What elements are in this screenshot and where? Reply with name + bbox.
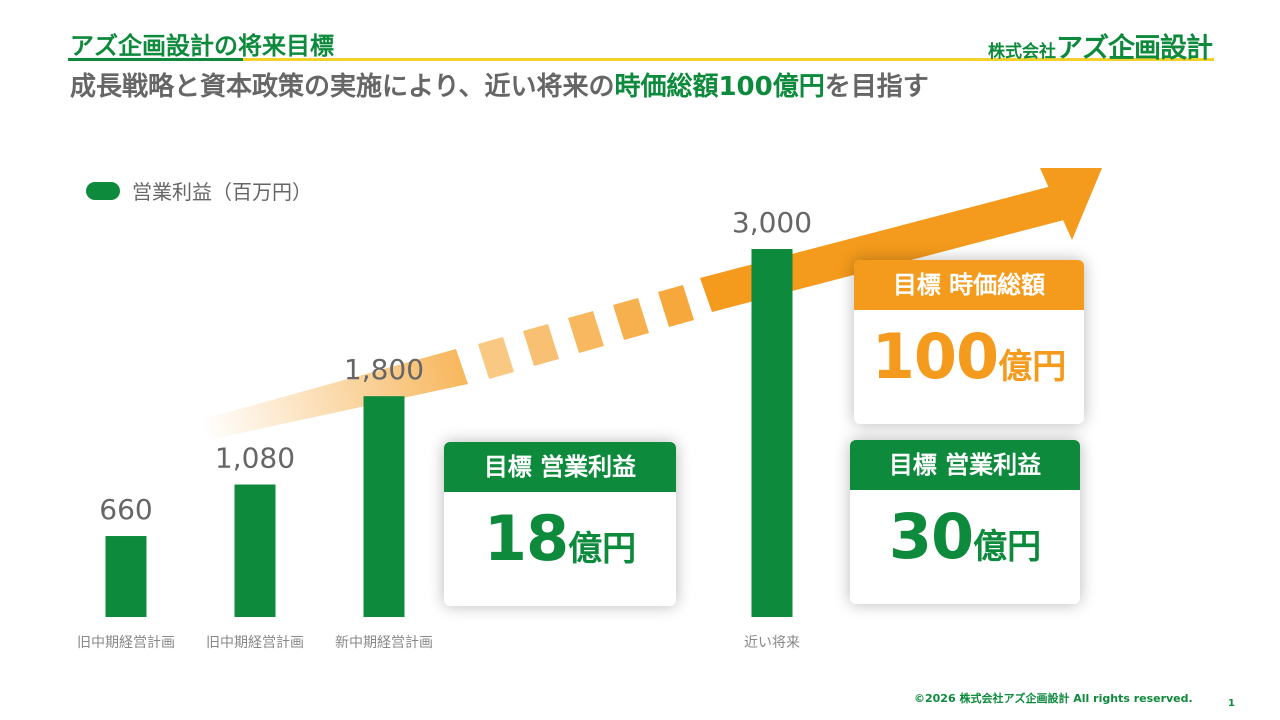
data-label: 1,800 bbox=[344, 353, 424, 386]
bar bbox=[105, 536, 147, 617]
growth-arrow-dash bbox=[523, 324, 559, 366]
data-label: 3,000 bbox=[732, 206, 812, 239]
card-header: 目標 営業利益 bbox=[850, 440, 1080, 490]
card-value-unit: 億円 bbox=[973, 527, 1042, 567]
target-profit-18-card: 目標 営業利益 18億円 bbox=[444, 442, 676, 606]
card-value-number: 18 bbox=[483, 502, 569, 575]
card-value-unit: 億円 bbox=[568, 529, 637, 569]
page-title: アズ企画設計の将来目標 bbox=[70, 32, 334, 60]
target-profit-30-card: 目標 営業利益 30億円 bbox=[850, 440, 1080, 604]
growth-arrow-dash bbox=[568, 311, 604, 353]
title-underline bbox=[68, 58, 1214, 61]
growth-arrow bbox=[200, 168, 1102, 440]
category-label: 旧中期経営計画 bbox=[206, 635, 304, 651]
subtitle-pre: 成長戦略と資本政策の実施により、近い将来の bbox=[70, 72, 615, 102]
growth-arrow-dash bbox=[613, 298, 649, 340]
card-value: 30億円 bbox=[850, 500, 1080, 573]
page-subtitle: 成長戦略と資本政策の実施により、近い将来の時価総額100億円を目指す bbox=[70, 66, 929, 103]
company-logo: 株式会社アズ企画設計 bbox=[988, 26, 1213, 65]
target-market-cap-card: 目標 時価総額 100億円 bbox=[854, 260, 1084, 424]
card-value-unit: 億円 bbox=[998, 347, 1067, 387]
subtitle-post: を目指す bbox=[824, 72, 929, 102]
card-value-number: 30 bbox=[888, 500, 974, 573]
bar bbox=[751, 249, 793, 617]
bar bbox=[234, 484, 276, 617]
bar bbox=[363, 396, 405, 617]
data-label: 660 bbox=[99, 493, 152, 526]
card-value-number: 100 bbox=[871, 320, 999, 393]
category-label: 旧中期経営計画 bbox=[77, 635, 175, 651]
category-label: 新中期経営計画 bbox=[335, 635, 433, 651]
copyright-text: ©2026 株式会社アズ企画設計 All rights reserved. bbox=[914, 692, 1193, 705]
legend-swatch bbox=[86, 181, 120, 200]
growth-arrow-head bbox=[1040, 168, 1102, 240]
page-number: 1 bbox=[1228, 698, 1235, 709]
chart-legend: 営業利益（百万円） bbox=[86, 176, 312, 205]
data-label: 1,080 bbox=[215, 442, 295, 475]
growth-arrow-fade-segment bbox=[200, 349, 468, 440]
card-value: 18億円 bbox=[444, 502, 676, 575]
logo-big-text: アズ企画設計 bbox=[1056, 33, 1213, 64]
card-header: 目標 営業利益 bbox=[444, 442, 676, 492]
growth-arrow-dash bbox=[658, 285, 694, 327]
subtitle-highlight: 時価総額100億円 bbox=[614, 72, 825, 102]
legend-label: 営業利益（百万円） bbox=[132, 180, 312, 204]
growth-arrow-dash bbox=[478, 337, 514, 379]
category-label: 近い将来 bbox=[744, 635, 800, 651]
card-value: 100億円 bbox=[854, 320, 1084, 393]
logo-small-text: 株式会社 bbox=[988, 42, 1056, 62]
card-header: 目標 時価総額 bbox=[854, 260, 1084, 310]
